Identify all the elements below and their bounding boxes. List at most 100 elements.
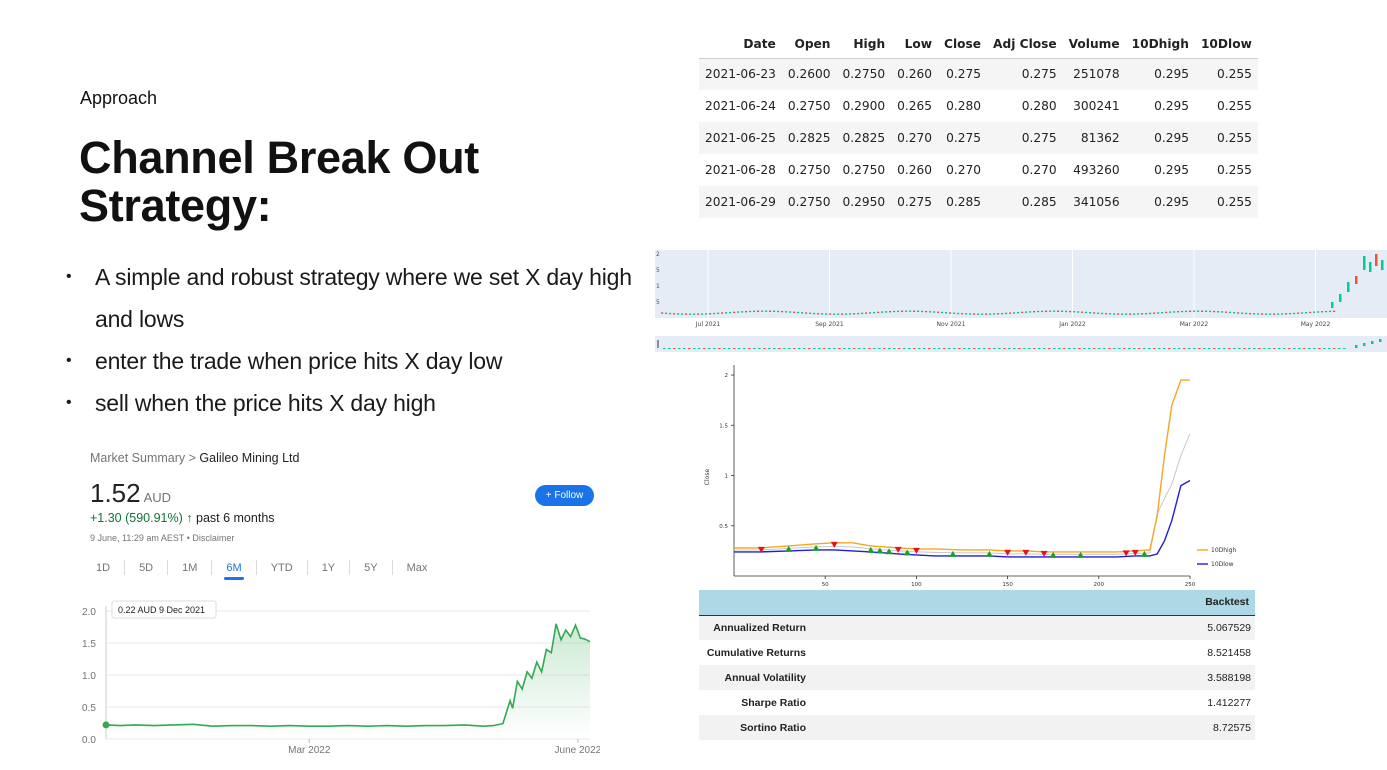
title-line-1: Channel Break Out bbox=[79, 132, 479, 183]
candle bbox=[969, 313, 972, 315]
mini-candle bbox=[1128, 348, 1131, 349]
candle bbox=[1313, 311, 1316, 313]
mini-candle bbox=[823, 348, 826, 349]
table-cell: 2021-06-24 bbox=[705, 99, 776, 113]
table-cell: 81362 bbox=[1080, 131, 1120, 145]
mini-candle bbox=[773, 348, 776, 349]
hover-dot bbox=[102, 721, 110, 729]
candle bbox=[1017, 311, 1020, 314]
metric-label: Annual Volatility bbox=[724, 671, 806, 684]
sell-marker bbox=[1040, 550, 1048, 557]
follow-button[interactable]: + Follow bbox=[535, 485, 594, 506]
price-chart[interactable]: 2.0 1.5 1.0 0.5 0.0 Mar 2022 June 2022 0.22 AUD… bbox=[82, 596, 600, 761]
mini-candle bbox=[1328, 348, 1331, 349]
table-cell: 0.270 bbox=[1021, 163, 1057, 177]
candle bbox=[721, 312, 724, 314]
mini-candle bbox=[1083, 348, 1086, 349]
candle bbox=[1237, 312, 1240, 314]
table-cell: 0.270 bbox=[946, 163, 982, 177]
candle bbox=[1153, 312, 1156, 314]
table-cell: 0.265 bbox=[897, 99, 933, 113]
candle bbox=[1033, 311, 1036, 313]
mini-candle bbox=[1213, 348, 1216, 349]
tab-5y[interactable]: 5Y bbox=[364, 561, 378, 574]
metric-label: Sortino Ratio bbox=[740, 721, 806, 734]
backtest-header: Backtest bbox=[814, 590, 1255, 616]
breadcrumb-link[interactable]: Market Summary > bbox=[90, 451, 196, 465]
candle bbox=[841, 313, 844, 315]
table-cell: 0.255 bbox=[1216, 131, 1252, 145]
buy-marker bbox=[903, 549, 911, 556]
sell-marker bbox=[1131, 549, 1139, 556]
mini-candle bbox=[1168, 348, 1171, 349]
candle bbox=[849, 313, 852, 315]
candlestick-strip: 2 5 1 5 Jul 2021 Sep 2021 Nov 2021 Jan 2022 Mar … bbox=[655, 250, 1387, 328]
candle bbox=[925, 310, 928, 313]
candle bbox=[881, 311, 884, 313]
table-cell: 0.255 bbox=[1216, 163, 1252, 177]
strip-x-label: Nov 2021 bbox=[937, 321, 966, 328]
candle bbox=[709, 313, 712, 315]
y-tick-label: 0.0 bbox=[82, 735, 96, 746]
candle bbox=[701, 313, 704, 315]
candle bbox=[717, 312, 720, 315]
mini-candle bbox=[1053, 348, 1056, 349]
candle bbox=[749, 310, 752, 313]
tab-5d[interactable]: 5D bbox=[139, 561, 154, 574]
mini-candle bbox=[1288, 348, 1291, 349]
candle bbox=[1277, 313, 1280, 315]
mini-candle bbox=[1123, 348, 1126, 349]
arrow-up-icon: ↑ bbox=[186, 511, 193, 525]
candle bbox=[1269, 313, 1272, 315]
candle bbox=[1169, 311, 1172, 313]
tab-1d[interactable]: 1D bbox=[96, 561, 111, 574]
mini-candle bbox=[1103, 348, 1106, 349]
price-change: +1.30 (590.91%) ↑ past 6 months bbox=[90, 511, 275, 525]
candle bbox=[789, 311, 792, 313]
metric-row: Annualized Return 5.067529 bbox=[699, 615, 1255, 640]
candle bbox=[1193, 310, 1196, 312]
table-cell: 0.2950 bbox=[842, 195, 886, 209]
mini-candle bbox=[1298, 348, 1301, 349]
mini-candle bbox=[778, 348, 781, 349]
candle bbox=[1145, 312, 1148, 315]
candle bbox=[769, 310, 772, 312]
candle bbox=[1273, 313, 1276, 315]
table-cell: 0.285 bbox=[1021, 195, 1057, 209]
mini-candle bbox=[1183, 348, 1186, 349]
candle bbox=[1205, 310, 1208, 312]
candle bbox=[1301, 312, 1304, 314]
column-header: Close bbox=[938, 30, 988, 59]
strip-x-label: May 2022 bbox=[1301, 321, 1331, 328]
mini-candle bbox=[693, 348, 696, 349]
mini-candle bbox=[1333, 348, 1336, 349]
y-tick-label: 2 bbox=[725, 373, 729, 379]
mini-candle bbox=[1108, 348, 1111, 349]
mini-candle bbox=[1253, 348, 1256, 349]
x-tick-label: June 2022 bbox=[555, 745, 600, 756]
candle bbox=[1121, 313, 1124, 315]
candle bbox=[1089, 312, 1092, 314]
tab-ytd[interactable]: YTD bbox=[270, 561, 293, 574]
mini-candle bbox=[728, 348, 731, 349]
sell-marker bbox=[830, 541, 838, 548]
candle bbox=[1325, 310, 1328, 313]
table-cell: 0.280 bbox=[946, 99, 982, 113]
y-tick-label: 2.0 bbox=[82, 607, 96, 618]
candle bbox=[1133, 313, 1136, 315]
tab-1y[interactable]: 1Y bbox=[321, 561, 336, 574]
candle bbox=[681, 313, 684, 315]
sell-marker bbox=[894, 546, 902, 553]
x-tick-label: 50 bbox=[822, 582, 829, 588]
candle bbox=[857, 312, 860, 315]
candle bbox=[1331, 302, 1334, 308]
buy-marker bbox=[1140, 550, 1148, 557]
candle bbox=[697, 313, 700, 315]
candle bbox=[845, 313, 848, 315]
tab-6m[interactable]: 6M bbox=[212, 562, 255, 580]
mini-candle bbox=[1371, 341, 1374, 344]
tab-max[interactable]: Max bbox=[406, 561, 428, 574]
tab-1m[interactable]: 1M bbox=[182, 561, 198, 574]
mini-candle bbox=[1063, 348, 1066, 349]
candle bbox=[1317, 311, 1320, 313]
